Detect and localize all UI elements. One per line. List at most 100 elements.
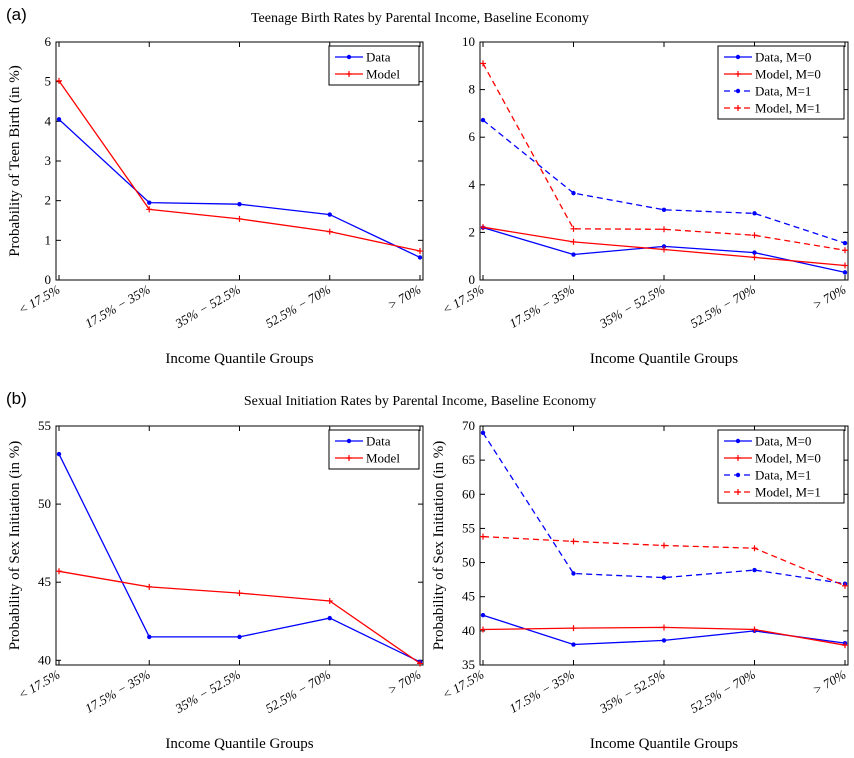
legend: Data Model bbox=[328, 429, 420, 470]
legend-marker bbox=[735, 54, 741, 60]
x-axis-label: Income Quantile Groups bbox=[165, 736, 313, 752]
data-point bbox=[146, 583, 153, 590]
x-tick-label: 35% − 52.5% bbox=[596, 282, 667, 332]
data-point bbox=[661, 207, 667, 212]
data-point bbox=[842, 240, 848, 246]
x-tick-label: 52.5% − 70% bbox=[263, 282, 334, 331]
data-point bbox=[480, 612, 486, 618]
data-point bbox=[842, 270, 848, 275]
data-point bbox=[56, 77, 62, 84]
series-line bbox=[58, 570, 421, 664]
data-point bbox=[661, 638, 667, 643]
legend-box bbox=[328, 45, 420, 86]
y-tick-label: 65 bbox=[462, 452, 475, 467]
data-point bbox=[570, 225, 577, 232]
data-point bbox=[236, 215, 243, 222]
y-tick-label: 40 bbox=[38, 652, 51, 667]
legend-label: Model, M=0 bbox=[755, 67, 821, 82]
x-axis-label: Income Quantile Groups bbox=[165, 351, 313, 367]
y-tick-label: 1 bbox=[45, 232, 52, 247]
x-tick-label: > 70% bbox=[810, 282, 849, 313]
y-tick-label: 2 bbox=[469, 224, 476, 239]
data-point bbox=[752, 567, 757, 573]
data-point bbox=[480, 224, 486, 231]
data-point bbox=[571, 190, 576, 196]
x-tick-label: > 70% bbox=[810, 667, 849, 698]
data-point bbox=[480, 430, 486, 436]
x-axis-label: Income Quantile Groups bbox=[590, 351, 738, 367]
y-tick-label: 4 bbox=[469, 177, 476, 192]
legend-label: Model bbox=[366, 451, 400, 466]
data-point bbox=[327, 212, 332, 217]
y-tick-label: 35 bbox=[462, 657, 475, 672]
data-point bbox=[571, 642, 576, 647]
data-point bbox=[56, 117, 62, 122]
legend-label: Model, M=1 bbox=[755, 485, 821, 500]
data-point bbox=[661, 244, 667, 249]
data-point bbox=[480, 626, 486, 633]
legend-marker bbox=[346, 438, 352, 444]
data-point bbox=[147, 634, 152, 640]
data-point bbox=[571, 252, 576, 257]
y-axis-label: Probability of Teen Birth (in %) bbox=[7, 65, 23, 257]
x-tick-label: 17.5% − 35% bbox=[82, 282, 153, 331]
y-tick-label: 55 bbox=[462, 520, 475, 535]
y-tick-label: 55 bbox=[38, 418, 51, 433]
panel-b-title: Sexual Initiation Rates by Parental Inco… bbox=[244, 394, 596, 409]
y-tick-label: 10 bbox=[462, 34, 475, 49]
data-point bbox=[326, 228, 333, 235]
legend-marker bbox=[735, 105, 741, 111]
y-tick-label: 3 bbox=[45, 153, 52, 168]
data-point bbox=[146, 206, 153, 213]
series-line bbox=[482, 63, 846, 251]
y-tick-label: 6 bbox=[469, 129, 476, 144]
legend-marker bbox=[735, 455, 741, 461]
data-point bbox=[237, 202, 242, 207]
data-point bbox=[236, 590, 243, 597]
series-line bbox=[58, 118, 421, 258]
data-point bbox=[842, 247, 848, 254]
plot-2: 0 2 4 6 8 10 < 17.5% 17.5% − 35% 35% − 52.5% 52.5… bbox=[440, 34, 849, 367]
data-point bbox=[842, 582, 848, 589]
y-tick-label: 45 bbox=[462, 589, 475, 604]
y-tick-label: 60 bbox=[462, 486, 475, 501]
legend-label: Data, M=0 bbox=[755, 50, 811, 65]
y-tick-label: 8 bbox=[469, 82, 476, 97]
legend-marker bbox=[346, 455, 352, 461]
plot-3: 40 45 50 55 < 17.5% 17.5% − 35% 35% − 52.5% 52.… bbox=[7, 418, 424, 752]
y-tick-label: 40 bbox=[462, 623, 475, 638]
series-line bbox=[482, 119, 846, 244]
data-point bbox=[480, 117, 486, 123]
legend: Data, M=0 Model, M=0 Data, M=1 Model, M=1 bbox=[717, 45, 845, 120]
data-point bbox=[237, 634, 242, 640]
panel-a-label: (a) bbox=[6, 5, 27, 24]
data-point bbox=[417, 660, 423, 667]
data-point bbox=[661, 542, 667, 549]
x-tick-label: > 70% bbox=[385, 667, 424, 698]
data-point bbox=[417, 255, 423, 260]
legend-label: Data, M=1 bbox=[755, 84, 811, 99]
legend-label: Data, M=0 bbox=[755, 434, 811, 449]
x-tick-label: 52.5% − 70% bbox=[688, 282, 759, 331]
legend-marker bbox=[735, 88, 741, 94]
data-point bbox=[752, 211, 757, 216]
series-line bbox=[58, 453, 421, 663]
legend-label: Data bbox=[366, 50, 391, 65]
x-tick-label: 17.5% − 35% bbox=[507, 282, 578, 331]
x-tick-label: 35% − 52.5% bbox=[172, 667, 243, 717]
data-point bbox=[571, 571, 576, 576]
data-point bbox=[327, 615, 332, 621]
legend-marker bbox=[735, 438, 741, 444]
x-axis-label: Income Quantile Groups bbox=[590, 736, 738, 752]
legend-marker bbox=[735, 71, 741, 77]
panel-a-title: Teenage Birth Rates by Parental Income, … bbox=[251, 11, 589, 26]
legend-label: Model bbox=[366, 67, 400, 82]
legend-label: Model, M=0 bbox=[755, 451, 821, 466]
y-tick-label: 45 bbox=[38, 574, 51, 589]
data-point bbox=[147, 200, 152, 205]
legend-marker bbox=[346, 54, 352, 60]
x-tick-label: 35% − 52.5% bbox=[596, 667, 667, 717]
legend: Data, M=0 Model, M=0 Data, M=1 Model, M=1 bbox=[717, 429, 845, 504]
